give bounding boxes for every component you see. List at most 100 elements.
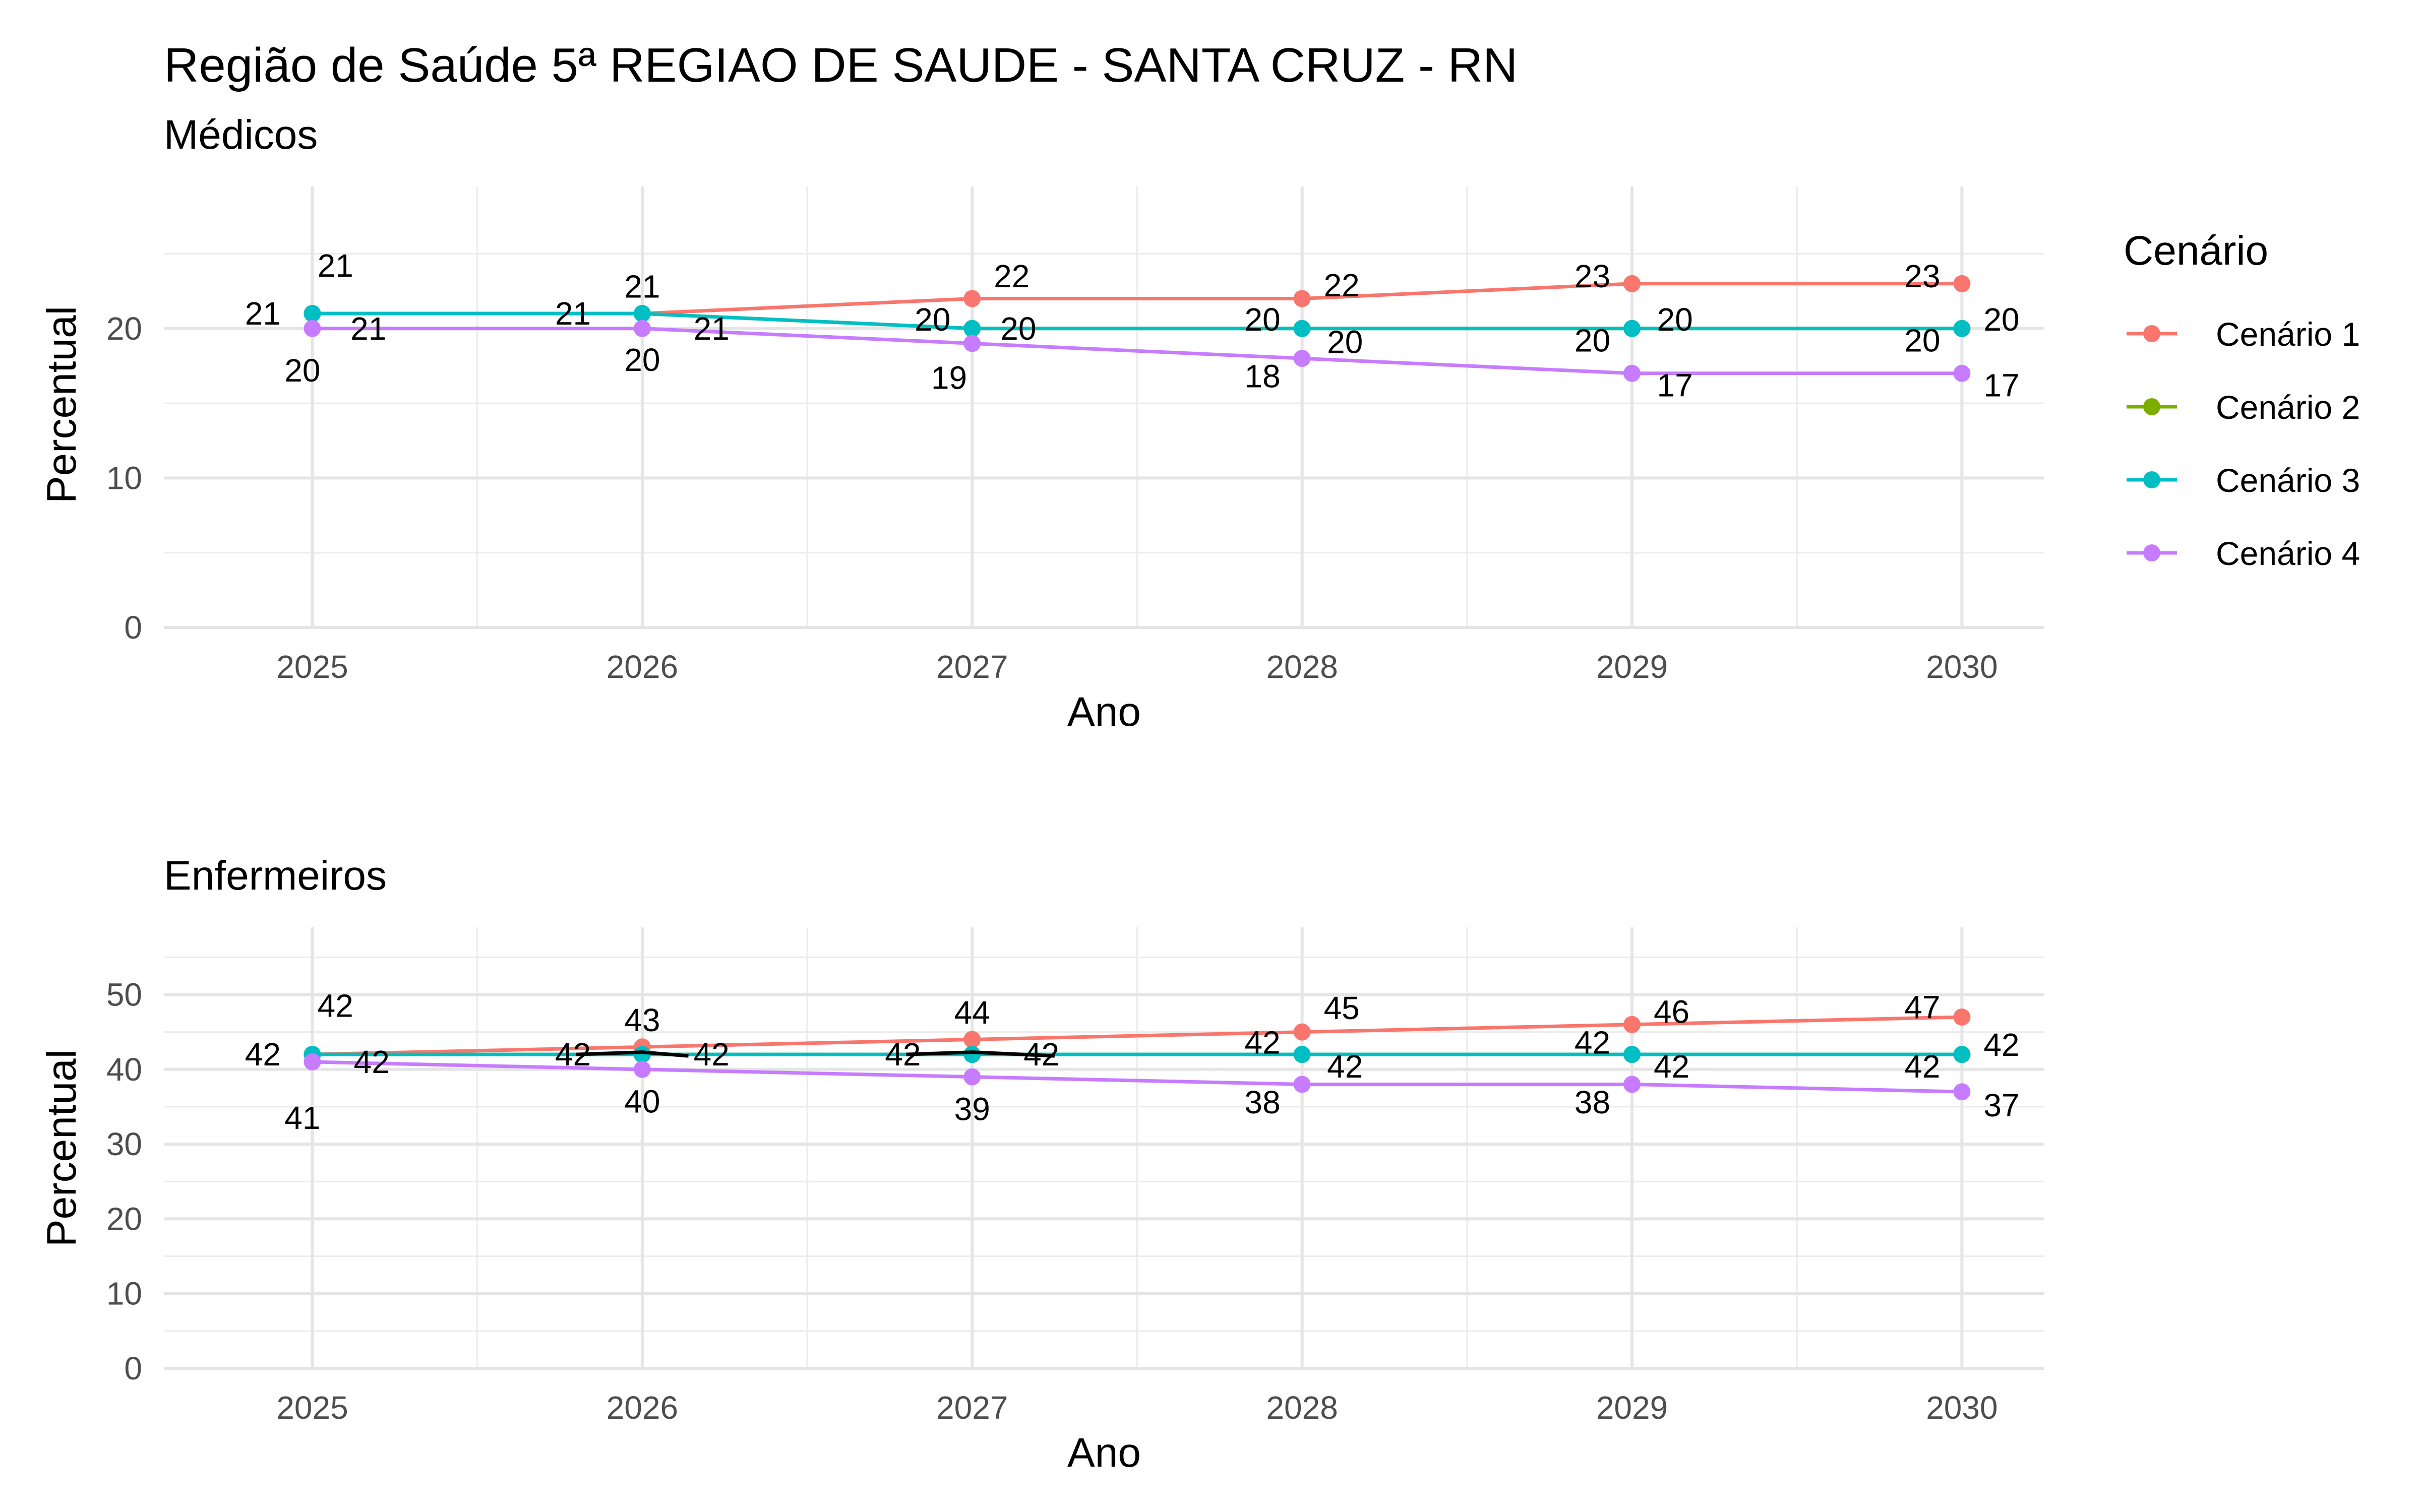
data-label: 21 [245, 295, 281, 332]
data-point-cenario-4 [304, 320, 321, 337]
legend-key-point [2143, 325, 2160, 342]
y-tick-label: 30 [106, 1126, 142, 1162]
data-label: 23 [1904, 258, 1940, 294]
data-label: 22 [1324, 267, 1360, 303]
data-point-cenario-1 [1623, 1016, 1641, 1033]
data-label: 23 [1575, 258, 1610, 294]
data-point-cenario-1 [1623, 275, 1641, 292]
data-point-cenario-1 [963, 290, 981, 307]
legend-key-point [2143, 398, 2160, 415]
data-label: 38 [1245, 1084, 1281, 1120]
legend-key-point [2143, 544, 2160, 561]
data-label: 20 [915, 301, 950, 338]
data-label: 17 [1983, 367, 2019, 403]
data-point-cenario-3 [963, 320, 981, 337]
data-point-cenario-4 [1953, 1083, 1971, 1101]
legend: Cenário Cenário 1 Cenário 2 Cenário 3 Cenár… [2124, 228, 2360, 572]
data-label: 20 [1000, 310, 1036, 347]
data-label: 42 [1327, 1048, 1363, 1085]
data-label: 20 [1575, 323, 1610, 359]
data-label: 44 [954, 994, 990, 1031]
y-tick-label: 20 [106, 1201, 142, 1237]
data-point-cenario-4 [304, 1053, 321, 1070]
data-point-cenario-1 [1953, 1008, 1971, 1026]
data-label: 42 [318, 988, 353, 1024]
data-label: 39 [954, 1091, 990, 1127]
x-tick-label: 2027 [936, 649, 1008, 685]
x-tick-label: 2025 [276, 649, 348, 685]
x-tick-label: 2030 [1926, 649, 1998, 685]
data-label: 42 [1983, 1027, 2019, 1063]
data-point-cenario-1 [1293, 290, 1311, 307]
data-point-cenario-1 [963, 1031, 981, 1048]
x-tick-label: 2026 [607, 649, 678, 685]
data-point-cenario-3 [963, 1046, 981, 1063]
x-tick-label: 2028 [1266, 1390, 1338, 1426]
x-tick-label: 2025 [276, 1390, 348, 1426]
data-label: 17 [1657, 367, 1692, 403]
series-line-cenario-1 [312, 1015, 1962, 1056]
x-axis-label: Ano [1067, 1430, 1141, 1476]
data-point-cenario-3 [304, 305, 321, 323]
overlay-line-segment [576, 1050, 689, 1058]
data-point-cenario-4 [963, 1068, 981, 1086]
series-line-cenario-4 [312, 327, 1962, 375]
y-tick-label: 10 [106, 1276, 142, 1312]
data-label: 45 [1324, 990, 1360, 1026]
data-point-cenario-4 [963, 335, 981, 352]
data-label: 21 [624, 269, 660, 305]
data-point-cenario-4 [1623, 364, 1641, 382]
overlay-line-segment [906, 1050, 1055, 1058]
x-tick-label: 2026 [607, 1390, 678, 1426]
data-label: 47 [1904, 989, 1940, 1026]
data-label: 42 [555, 1036, 591, 1073]
data-label: 46 [1654, 994, 1689, 1030]
legend-item-label: Cenário 1 [2216, 316, 2360, 353]
x-tick-label: 2030 [1926, 1390, 1998, 1426]
y-axis-label: Percentual [39, 1049, 85, 1247]
data-label: 37 [1983, 1087, 2019, 1123]
data-label: 21 [318, 247, 353, 284]
data-point-cenario-3 [1623, 320, 1641, 337]
data-label: 42 [885, 1036, 921, 1073]
data-point-cenario-4 [1623, 1076, 1641, 1093]
chart-title: Região de Saúde 5ª REGIAO DE SAUDE - SAN… [164, 38, 1518, 92]
x-tick-label: 2027 [936, 1390, 1008, 1426]
data-label: 22 [994, 258, 1030, 294]
y-tick-label: 40 [106, 1051, 142, 1088]
legend-key-point [2143, 471, 2160, 488]
y-axis-label: Percentual [39, 306, 85, 503]
data-point-cenario-4 [633, 1060, 651, 1078]
legend-item-label: Cenário 2 [2216, 389, 2360, 426]
y-tick-label: 50 [106, 976, 142, 1013]
data-label: 18 [1245, 358, 1281, 395]
data-point-cenario-1 [1953, 275, 1971, 292]
data-point-cenario-3 [1623, 1046, 1641, 1063]
data-label: 20 [1657, 301, 1692, 338]
data-point-cenario-3 [1293, 1046, 1311, 1063]
data-point-cenario-3 [1953, 1046, 1971, 1063]
data-label: 20 [1983, 301, 2019, 338]
data-label: 42 [354, 1044, 390, 1080]
data-label: 42 [1575, 1024, 1610, 1060]
x-tick-label: 2028 [1266, 649, 1338, 685]
series-line-cenario-3 [312, 311, 1962, 331]
data-label: 21 [694, 310, 730, 347]
data-label: 40 [624, 1084, 660, 1120]
data-label: 21 [555, 295, 591, 332]
y-tick-label: 0 [124, 1350, 142, 1387]
data-label: 42 [1654, 1048, 1689, 1085]
data-label: 38 [1575, 1084, 1610, 1120]
data-label: 20 [1245, 301, 1281, 338]
legend-item-label: Cenário 3 [2216, 462, 2360, 499]
data-label: 42 [245, 1036, 281, 1073]
y-tick-label: 0 [124, 609, 142, 646]
y-tick-label: 10 [106, 460, 142, 496]
data-point-cenario-3 [1953, 320, 1971, 337]
data-label: 42 [694, 1036, 730, 1073]
data-label: 41 [284, 1100, 320, 1136]
data-point-cenario-4 [633, 320, 651, 337]
data-point-cenario-4 [1293, 1076, 1311, 1093]
